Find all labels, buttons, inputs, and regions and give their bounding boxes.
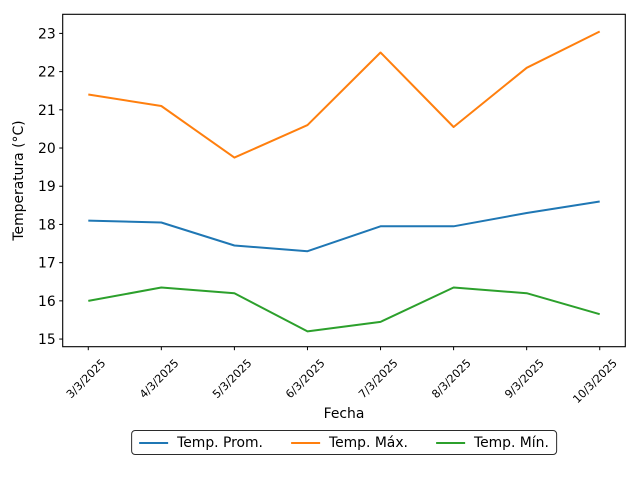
legend-item-temp-min: Temp. Mín. (435, 434, 549, 451)
y-tick-label: 15 (38, 332, 56, 348)
series-line-1 (88, 30, 601, 159)
y-tick-label: 17 (38, 256, 56, 272)
y-tick-label: 23 (38, 26, 56, 42)
x-tick-label: 4/3/2025 (137, 357, 181, 401)
legend-line-swatch-prom-icon (139, 441, 169, 444)
plot-border (62, 13, 626, 348)
y-axis-label: Temperatura (°C) (11, 120, 27, 241)
x-tick-label: 8/3/2025 (429, 357, 473, 401)
x-tick-label: 10/3/2025 (570, 357, 619, 406)
y-tick-label: 22 (38, 65, 56, 81)
legend-line-swatch-max-icon (290, 441, 320, 444)
y-tick-label: 19 (38, 179, 56, 195)
series-line-2 (88, 286, 600, 333)
chart-legend: Temp. Prom. Temp. Máx. Temp. Mín. (131, 430, 557, 455)
x-tick-label: 6/3/2025 (283, 357, 327, 401)
x-axis-label: Fecha (324, 406, 365, 422)
legend-item-temp-max: Temp. Máx. (290, 434, 408, 451)
series-line-0 (88, 200, 600, 253)
y-tick-label: 18 (38, 217, 56, 233)
legend-label-temp-max: Temp. Máx. (328, 434, 408, 451)
x-tick-label: 7/3/2025 (356, 357, 400, 401)
legend-label-temp-prom: Temp. Prom. (177, 434, 263, 451)
legend-label-temp-min: Temp. Mín. (473, 434, 549, 451)
x-tick-label: 3/3/2025 (64, 357, 108, 401)
legend-item-temp-prom: Temp. Prom. (139, 435, 263, 451)
y-tick-label: 16 (38, 294, 56, 310)
legend-line-swatch-min-icon (435, 441, 465, 444)
x-tick-label: 9/3/2025 (502, 357, 546, 401)
y-tick-label: 21 (38, 103, 56, 119)
y-tick-label: 20 (38, 141, 56, 157)
x-tick-label: 5/3/2025 (210, 357, 254, 401)
